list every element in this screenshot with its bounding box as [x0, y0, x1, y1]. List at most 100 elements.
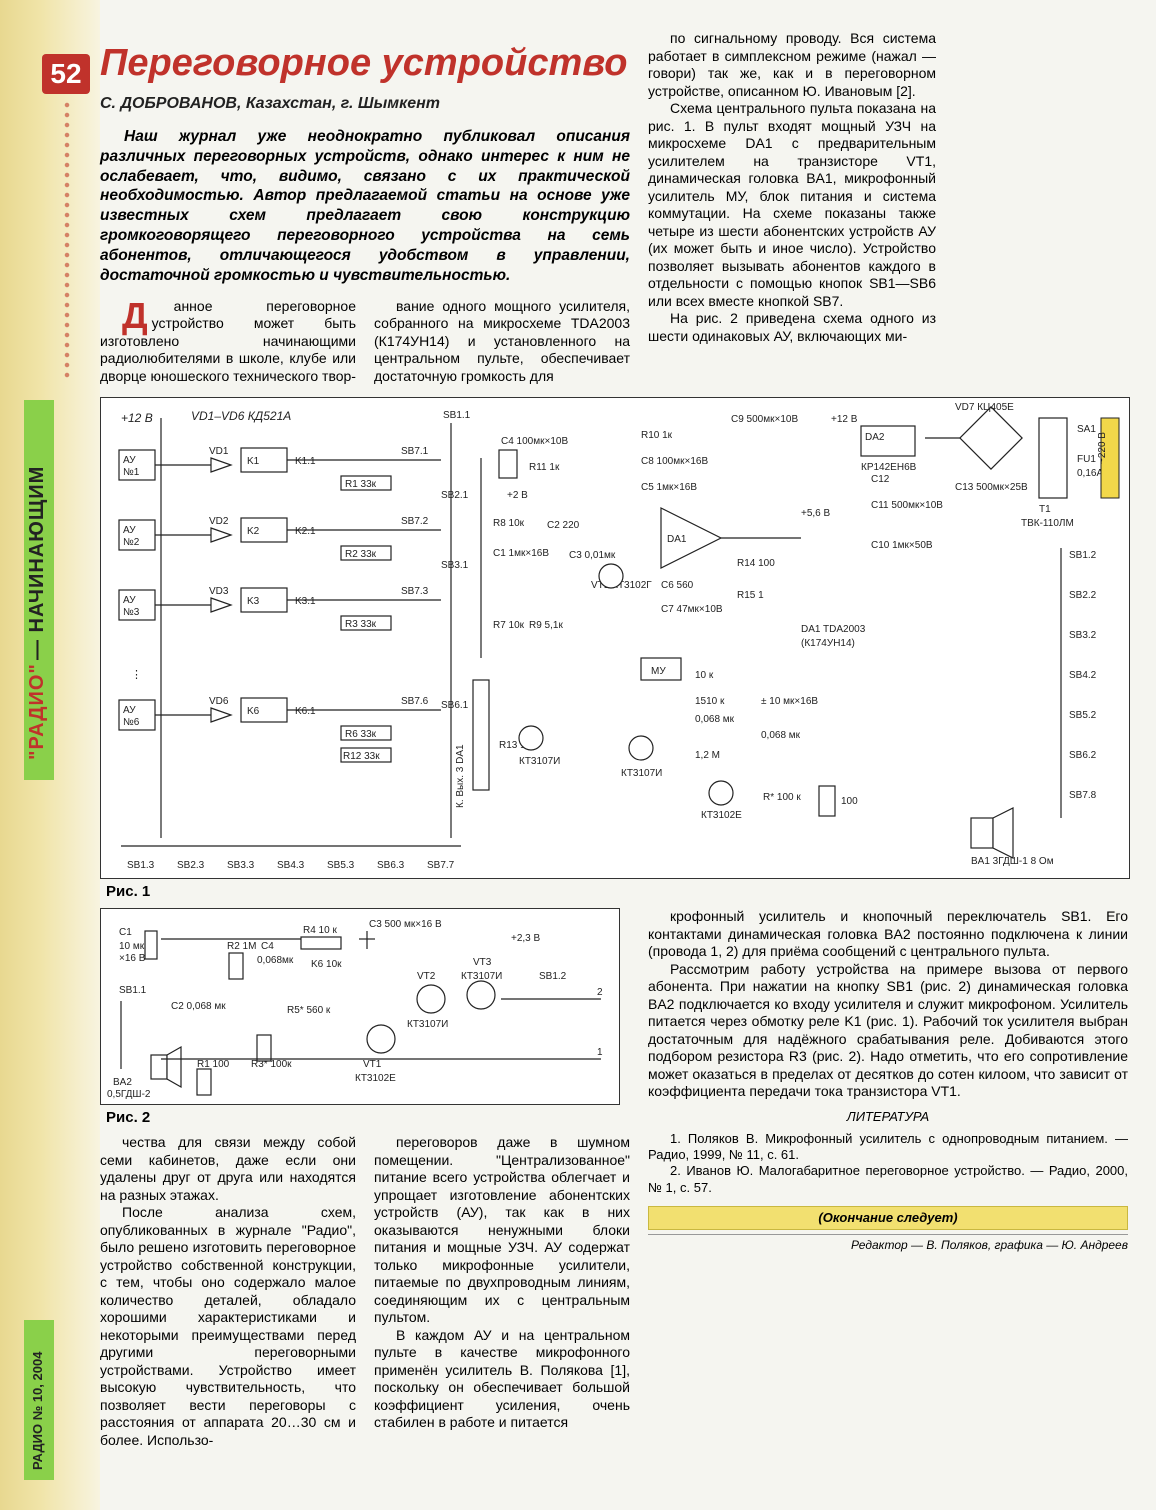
lower-r-p1: крофонный усилитель и кнопочный переключ…: [648, 908, 1128, 961]
svg-text:ТВК-110ЛМ: ТВК-110ЛМ: [1021, 518, 1074, 529]
svg-text:C8 100мк×16В: C8 100мк×16В: [641, 456, 708, 467]
svg-text:VT3: VT3: [473, 957, 492, 968]
svg-text:КТ3107И: КТ3107И: [519, 756, 560, 767]
col-r-p2: Схема центрального пульта показана на ри…: [648, 100, 936, 310]
svg-text:+2,3 В: +2,3 В: [511, 933, 541, 944]
svg-text:10 мк: 10 мк: [119, 941, 145, 952]
fig1-plus12v: +12 В: [121, 411, 153, 425]
svg-text:SB1.3: SB1.3: [127, 860, 155, 871]
svg-text:SB2.3: SB2.3: [177, 860, 205, 871]
svg-text:R15 1: R15 1: [737, 590, 764, 601]
svg-text:+12 В: +12 В: [831, 414, 858, 425]
svg-text:SB7.8: SB7.8: [1069, 790, 1097, 801]
svg-text:R12 33к: R12 33к: [343, 751, 380, 762]
svg-text:C4 100мк×10В: C4 100мк×10В: [501, 436, 568, 447]
svg-text:SB6.1: SB6.1: [441, 700, 469, 711]
svg-text:SB3.1: SB3.1: [441, 560, 469, 571]
fig1-right-sb: SB1.2 SB2.2 SB3.2 SB4.2 SB5.2 SB6.2 SB7.…: [1061, 548, 1097, 818]
svg-text:0,068мк: 0,068мк: [257, 955, 294, 966]
lower-b-p1: переговоров даже в шумном помещении. "Це…: [374, 1134, 630, 1327]
svg-text:T1: T1: [1039, 504, 1051, 515]
svg-text:0,5ГДШ-2: 0,5ГДШ-2: [107, 1089, 151, 1099]
svg-text:КТ3102Е: КТ3102Е: [701, 810, 742, 821]
svg-text:0,16А: 0,16А: [1077, 468, 1103, 479]
editor-credits: Редактор — В. Поляков, графика — Ю. Андр…: [648, 1234, 1128, 1253]
svg-text:C6 560: C6 560: [661, 580, 694, 591]
svg-text:№6: №6: [123, 717, 140, 728]
svg-text:SB1.1: SB1.1: [443, 410, 471, 421]
svg-text:VD1: VD1: [209, 446, 229, 457]
svg-text:C2 0,068 мк: C2 0,068 мк: [171, 1001, 226, 1012]
svg-text:SB7.3: SB7.3: [401, 586, 429, 597]
figure-1-schematic: +12 В VD1–VD6 КД521А АУ№1 VD1 K1 K1.1 R1…: [100, 397, 1130, 879]
svg-text:C12: C12: [871, 474, 890, 485]
svg-text:КТ3107И: КТ3107И: [621, 768, 662, 779]
svg-text:K6: K6: [247, 706, 260, 717]
lower-a-p2: После анализа схем, опубликованных в жур…: [100, 1204, 356, 1449]
svg-text:FU1: FU1: [1077, 454, 1096, 465]
svg-text:АУ: АУ: [123, 595, 136, 606]
svg-text:SB1.1: SB1.1: [119, 985, 147, 996]
svg-text:BA1 3ГДШ-1 8 Ом: BA1 3ГДШ-1 8 Ом: [971, 856, 1054, 867]
svg-text:R10 1к: R10 1к: [641, 430, 673, 441]
fig1-preamp: C4 100мк×10В R11 1к +2 В R8 10к C1 1мк×1…: [455, 436, 652, 808]
ref-1: 1. Поляков В. Микрофонный усилитель с од…: [648, 1131, 1128, 1164]
svg-text:×16 В: ×16 В: [119, 953, 146, 964]
lower-col-a: чества для связи между собой семи кабине…: [100, 1134, 356, 1449]
svg-text:K6.1: K6.1: [295, 706, 316, 717]
continuation-note: (Окончание следует): [648, 1206, 1128, 1230]
svg-text:1: 1: [597, 1047, 603, 1058]
svg-text:R* 100 к: R* 100 к: [763, 792, 801, 803]
svg-text:КТ3107И: КТ3107И: [407, 1019, 448, 1030]
svg-text:C10 1мк×50В: C10 1мк×50В: [871, 540, 933, 551]
fig1-psu: С9 500мк×10В +12 В DA2 КР142ЕН6В +5,6 В …: [731, 402, 1119, 551]
svg-text:№3: №3: [123, 607, 140, 618]
svg-text:R8 10к: R8 10к: [493, 518, 525, 529]
svg-text:1510 к: 1510 к: [695, 696, 725, 707]
svg-text:K3: K3: [247, 596, 260, 607]
lower-r-p2: Рассмотрим работу устройства на примере …: [648, 961, 1128, 1101]
svg-text:C4: C4: [261, 941, 274, 952]
svg-text:SB7.1: SB7.1: [401, 446, 429, 457]
decorative-dots: [64, 100, 70, 380]
column-b: вание одного мощного усилителя, собранно…: [374, 298, 630, 386]
fig1-ellipsis: ⋮: [131, 669, 142, 681]
svg-text:C1: C1: [119, 927, 132, 938]
svg-text:МУ: МУ: [651, 666, 666, 677]
svg-text:BA2: BA2: [113, 1077, 132, 1088]
fig1-da1: R10 1к C8 100мк×16В C5 1мк×16В DA1 C6 56…: [641, 430, 866, 649]
svg-text:R5* 560 к: R5* 560 к: [287, 1005, 331, 1016]
svg-text:R1 100: R1 100: [197, 1059, 230, 1070]
svg-text:R9 5,1к: R9 5,1к: [529, 620, 563, 631]
svg-text:SB1.2: SB1.2: [1069, 550, 1097, 561]
svg-text:C11 500мк×10В: C11 500мк×10В: [871, 500, 943, 511]
vertical-section-label: — НАЧИНАЮЩИМ: [26, 466, 49, 660]
svg-text:C2 220: C2 220: [547, 520, 580, 531]
figure-1-label: Рис. 1: [106, 883, 1130, 900]
lower-col-right: крофонный усилитель и кнопочный переключ…: [648, 908, 1128, 1449]
svg-text:R4 10 к: R4 10 к: [303, 925, 337, 936]
lower-col-b: переговоров даже в шумном помещении. "Це…: [374, 1134, 630, 1449]
lower-b-p2: В каждом АУ и на центральном пульте в ка…: [374, 1327, 630, 1432]
svg-text:± 10 мк×16В: ± 10 мк×16В: [761, 696, 818, 707]
figure-2-schematic: C1 10 мк ×16 В SB1.1 BA2 0,5ГДШ-2 C2 0,0…: [100, 908, 620, 1105]
svg-text:+2 В: +2 В: [507, 490, 528, 501]
svg-text:(К174УН14): (К174УН14): [801, 638, 855, 649]
svg-text:R14 100: R14 100: [737, 558, 775, 569]
svg-text:С9 500мк×10В: С9 500мк×10В: [731, 414, 798, 425]
fig1-row-3: АУ№3 VD3 K3 K3.1 R3 33к SB7.3: [119, 586, 441, 630]
svg-text:SB6.2: SB6.2: [1069, 750, 1097, 761]
svg-text:0,068 мк: 0,068 мк: [761, 730, 801, 741]
svg-text:АУ: АУ: [123, 455, 136, 466]
svg-text:C3 500 мк×16 В: C3 500 мк×16 В: [369, 919, 442, 930]
fig1-mu: МУ 10 к 1510 к 0,068 мк 1,2 М ± 10 мк×16…: [621, 658, 858, 821]
svg-text:К. Вых. 3 DA1: К. Вых. 3 DA1: [455, 744, 466, 808]
svg-text:SB5.3: SB5.3: [327, 860, 355, 871]
fig1-bottom-switches: SB1.3 SB2.3 SB3.3 SB4.3 SB5.3 SB6.3 SB7.…: [121, 846, 461, 871]
page-number: 52: [42, 54, 90, 94]
references: 1. Поляков В. Микрофонный усилитель с од…: [648, 1131, 1128, 1196]
svg-text:~220 В: ~220 В: [1097, 432, 1108, 464]
issue-label: РАДИО № 10, 2004: [30, 1352, 45, 1470]
svg-text:DA2: DA2: [865, 432, 885, 443]
fig1-row-6: АУ№6 VD6 K6 K6.1 R6 33к SB7.6 R12 33к: [119, 696, 441, 762]
